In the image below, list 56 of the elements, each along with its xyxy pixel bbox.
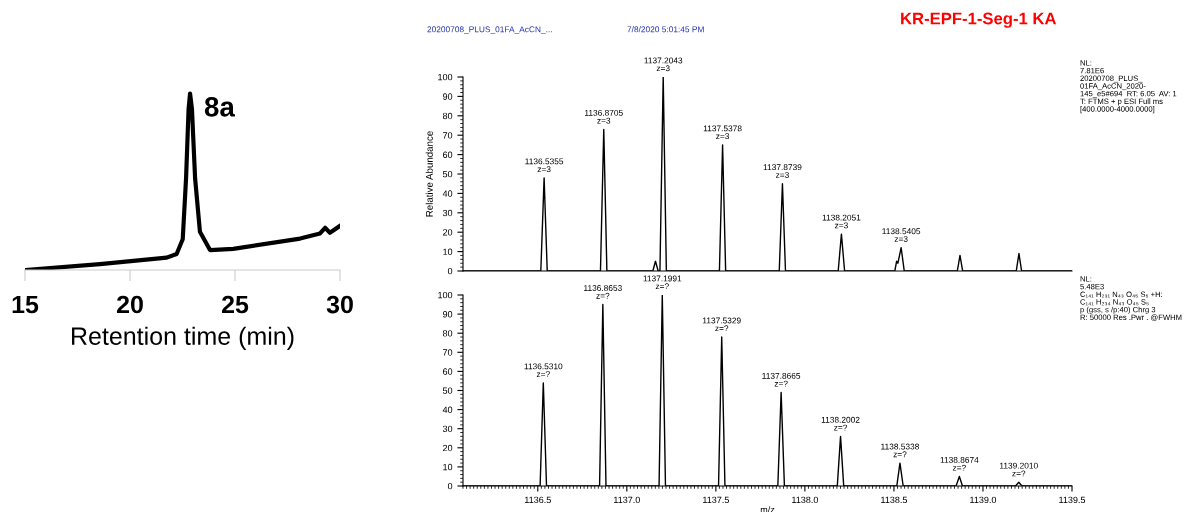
y-tick-label: 0 (447, 482, 453, 490)
y-tick-label: 60 (443, 151, 453, 158)
x-tick-label: 1139.5 (1059, 496, 1086, 504)
y-tick-label: 70 (443, 132, 453, 139)
x-tick-label: 1139.0 (970, 496, 997, 504)
annotation: 1137.1991 z=? (643, 275, 682, 290)
x-tick-label: 30 (326, 295, 353, 314)
annotation: 1139.2010 z=? (1000, 462, 1038, 477)
y-tick-label: 90 (442, 311, 453, 318)
annotation: 1137.5329 z=? (702, 317, 741, 332)
annotation: 1137.8665 z=? (762, 372, 801, 387)
annotation: 1137.5378 z=3 (703, 125, 742, 140)
y-tick-label: 20 (443, 444, 453, 452)
y-tick-label: 40 (442, 190, 453, 197)
annotation: 1138.2051 z=3 (822, 214, 861, 229)
annotation: 1136.5310 z=? (524, 363, 563, 377)
x-tick-label: 1136.5 (525, 496, 551, 504)
x-tick-label: 1138.5 (881, 496, 908, 504)
y-tick-label: 100 (438, 73, 453, 81)
annotation: 1138.5338 z=? (881, 443, 919, 458)
annotation: 8a (204, 97, 236, 117)
y-tick-label: 10 (443, 248, 453, 255)
y-tick-label: 20 (443, 229, 453, 236)
annotation: 1137.8739 z=3 (763, 164, 802, 178)
x-axis-title: m/z (760, 506, 775, 512)
x-tick-label: 20 (116, 295, 143, 314)
x-tick-label: 1138.0 (792, 496, 819, 504)
y-tick-label: 50 (442, 387, 453, 394)
annotation: 1138.2002 z=? (821, 416, 860, 431)
y-tick-label: 90 (442, 93, 453, 100)
y-tick-label: 80 (442, 330, 453, 337)
y-tick-label: 70 (443, 349, 453, 356)
x-tick-label: 1137.0 (614, 496, 640, 504)
y-tick-label: 100 (438, 291, 453, 299)
annotation: 1138.8674 z=? (940, 456, 979, 471)
y-tick-label: 10 (443, 463, 453, 471)
annotation: 1136.8705 z=3 (585, 109, 623, 124)
x-tick-label: 1137.5 (703, 496, 729, 504)
x-axis-title: Retention time (min) (72, 326, 294, 350)
annotation: 1136.8653 z=? (584, 285, 622, 299)
y-tick-label: 60 (443, 368, 453, 375)
annotation: 1137.2043 z=3 (644, 57, 683, 72)
y-tick-label: 30 (442, 209, 453, 217)
text: 20200708_PLUS_01FA_AcCN_... (427, 26, 552, 34)
annotation: 1138.5405 z=3 (882, 228, 921, 242)
text: 7/8/2020 5:01:45 PM (627, 26, 704, 33)
x-tick-label: 15 (12, 295, 39, 314)
y-axis-title: Relative Abundance (425, 131, 433, 217)
y-tick-label: 0 (447, 267, 453, 275)
chart-title: KR-EPF-1-Seg-1 KA (901, 12, 1057, 28)
annotation: 1136.5355 z=3 (525, 158, 564, 173)
y-tick-label: 80 (442, 112, 453, 120)
y-tick-label: 50 (442, 170, 453, 178)
y-tick-label: 30 (442, 425, 453, 433)
x-tick-label: 25 (221, 295, 249, 314)
y-tick-label: 40 (442, 406, 453, 413)
